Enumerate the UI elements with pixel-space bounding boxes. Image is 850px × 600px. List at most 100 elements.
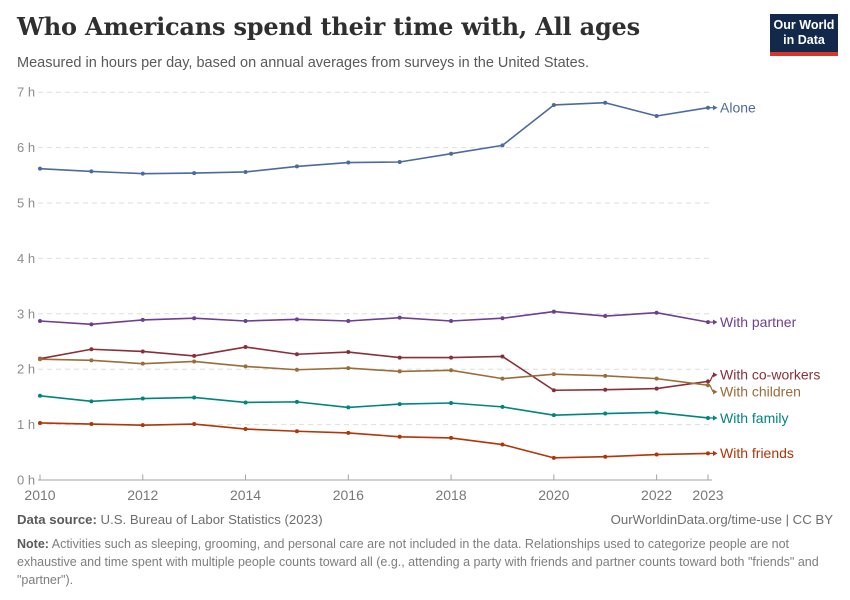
series-label-with-children[interactable]: With children [720,384,801,400]
data-point-alone [397,160,402,165]
data-point-with-children [500,376,505,381]
data-point-alone [140,171,145,176]
y-axis-tick-label: 1 h [17,417,35,432]
data-point-with-family [397,402,402,407]
data-point-alone [551,102,556,107]
rights-link[interactable]: OurWorldinData.org/time-use | CC BY [610,512,833,527]
owid-logo-line2: in Data [783,33,825,47]
data-point-with-friends [500,442,505,447]
label-connector [709,385,714,393]
data-point-with-co-workers [89,347,94,352]
data-point-with-partner [500,316,505,321]
data-point-alone [603,100,608,105]
data-point-with-children [140,361,145,366]
data-point-with-partner [346,319,351,324]
data-point-with-co-workers [706,379,710,384]
data-point-alone [500,143,505,148]
series-line-with-partner[interactable] [39,310,709,326]
data-point-with-friends [397,434,402,439]
series-label-with-family[interactable]: With family [720,410,788,426]
data-point-with-friends [89,422,94,427]
data-point-with-family [192,395,197,400]
label-arrow-icon [713,319,718,325]
data-point-with-family [551,413,556,418]
data-point-with-partner [140,317,145,322]
data-point-alone [89,169,94,174]
series-line-with-family[interactable] [39,394,709,419]
data-point-with-family [243,400,248,405]
data-point-with-children [603,373,608,378]
data-point-with-partner [449,319,454,324]
data-point-with-friends [192,422,197,427]
owid-logo[interactable]: Our World in Data [770,14,838,56]
data-source: Data source: U.S. Bureau of Labor Statis… [17,512,323,527]
label-arrow-icon [713,372,718,378]
series-line-with-children[interactable] [39,358,709,387]
note-label: Note: [17,537,49,551]
y-axis-tick-label: 3 h [17,306,35,321]
data-point-with-co-workers [294,352,299,357]
data-point-with-co-workers [654,386,659,391]
data-point-with-children [346,366,351,371]
data-point-with-family [140,396,145,401]
data-point-with-partner [243,319,248,324]
data-point-with-partner [603,314,608,319]
series-label-with-co-workers[interactable]: With co-workers [720,367,820,383]
data-point-with-family [294,399,299,404]
source-row: Data source: U.S. Bureau of Labor Statis… [17,512,833,527]
data-point-with-partner [38,319,42,324]
data-point-alone [346,160,351,165]
data-point-with-partner [551,309,556,314]
y-axis-tick-label: 4 h [17,251,35,266]
data-point-alone [192,171,197,176]
data-point-with-children [551,372,556,377]
series-line-alone[interactable] [39,101,709,175]
y-axis-tick-label: 7 h [17,85,35,100]
series-line-with-friends[interactable] [39,422,709,459]
data-point-with-children [192,359,197,364]
data-point-with-family [500,404,505,409]
x-axis-tick-label: 2010 [24,487,55,503]
data-point-with-co-workers [500,354,505,359]
data-point-with-friends [346,430,351,435]
data-point-with-friends [243,427,248,432]
data-point-with-children [89,358,94,363]
data-point-alone [449,151,454,156]
data-point-alone [243,169,248,174]
note-text: Activities such as sleeping, grooming, a… [17,537,819,588]
data-point-with-family [603,411,608,416]
x-axis-tick-label: 2018 [435,487,466,503]
data-point-with-children [243,364,248,369]
owid-logo-line1: Our World [773,18,835,32]
data-point-with-co-workers [397,355,402,360]
data-source-label: Data source: [17,512,97,527]
data-point-with-family [89,399,94,404]
data-point-with-children [294,367,299,372]
data-point-with-friends [706,451,710,456]
data-point-with-partner [397,315,402,320]
data-point-with-co-workers [449,355,454,360]
data-point-with-family [346,405,351,410]
data-point-with-friends [294,429,299,434]
data-point-with-co-workers [243,345,248,350]
data-point-with-family [449,400,454,405]
data-point-with-co-workers [551,388,556,393]
series-label-with-friends[interactable]: With friends [720,445,794,461]
data-point-with-partner [89,322,94,327]
y-axis-tick-label: 2 h [17,362,35,377]
series-label-with-partner[interactable]: With partner [720,314,797,330]
x-axis-tick-label: 2022 [641,487,672,503]
data-point-alone [294,164,299,169]
label-arrow-icon [713,389,718,395]
series-line-with-co-workers[interactable] [39,346,709,392]
data-point-with-partner [192,316,197,321]
data-point-with-co-workers [603,387,608,392]
series-label-alone[interactable]: Alone [720,100,756,116]
page-subtitle: Measured in hours per day, based on annu… [17,55,589,71]
label-arrow-icon [713,105,718,111]
data-point-with-partner [294,317,299,322]
data-point-alone [38,166,42,171]
data-point-with-friends [38,420,42,425]
